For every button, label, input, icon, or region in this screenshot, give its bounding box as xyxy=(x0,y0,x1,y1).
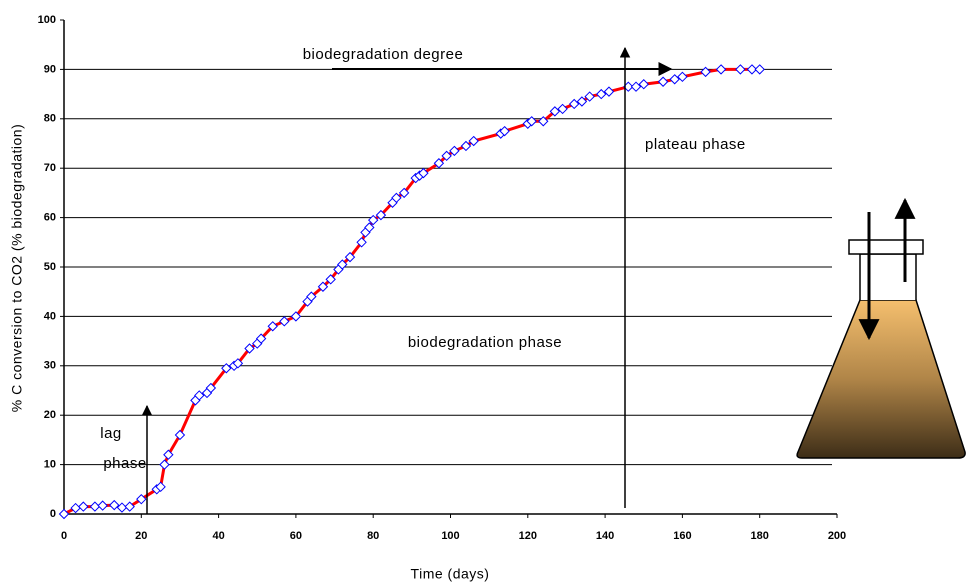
data-marker xyxy=(155,481,166,493)
data-marker xyxy=(221,363,232,374)
x-tick-label: 120 xyxy=(519,530,537,542)
data-marker xyxy=(418,167,429,179)
y-tick-label: 60 xyxy=(44,212,56,224)
data-marker xyxy=(499,125,510,137)
data-marker xyxy=(290,311,302,322)
x-tick-label: 140 xyxy=(596,530,614,542)
data-marker xyxy=(367,214,379,226)
data-marker xyxy=(746,64,758,75)
data-marker xyxy=(576,96,588,107)
data-marker xyxy=(174,429,186,441)
data-marker xyxy=(306,291,317,302)
data-marker xyxy=(468,135,479,147)
data-marker xyxy=(630,81,642,92)
y-tick-label: 100 xyxy=(38,14,56,26)
annotation: plateau phase xyxy=(645,136,746,153)
y-tick-label: 40 xyxy=(44,310,56,322)
x-axis-label: Time (days) xyxy=(411,566,490,582)
data-marker xyxy=(205,382,217,394)
data-marker xyxy=(526,116,537,127)
annotation: phase xyxy=(103,455,146,472)
x-tick-label: 80 xyxy=(367,530,379,542)
y-tick-label: 70 xyxy=(44,162,56,174)
y-tick-label: 90 xyxy=(44,63,56,75)
y-tick-label: 10 xyxy=(44,459,56,471)
x-tick-label: 200 xyxy=(828,530,846,542)
data-marker xyxy=(58,508,70,520)
y-tick-label: 20 xyxy=(44,409,56,421)
x-tick-label: 40 xyxy=(212,530,224,542)
data-marker xyxy=(124,501,135,512)
data-marker xyxy=(317,281,329,292)
data-marker xyxy=(398,187,410,199)
data-marker xyxy=(391,192,402,204)
data-marker xyxy=(159,459,170,470)
flask-illustration xyxy=(796,197,966,459)
x-tick-label: 180 xyxy=(751,530,769,542)
y-axis-label: % C conversion to CO2 (% biodegradation) xyxy=(9,124,25,412)
data-marker xyxy=(136,493,147,505)
x-tick-label: 0 xyxy=(61,530,67,542)
data-marker xyxy=(449,145,460,157)
x-tick-label: 160 xyxy=(673,530,691,542)
data-marker xyxy=(584,91,595,102)
data-marker xyxy=(244,343,255,354)
y-tick-label: 50 xyxy=(44,261,56,273)
y-tick-label: 80 xyxy=(44,113,56,125)
data-marker xyxy=(677,71,688,83)
data-marker xyxy=(596,88,607,100)
data-marker xyxy=(549,106,561,117)
annotation: lag xyxy=(100,425,122,442)
data-marker xyxy=(194,390,205,401)
data-marker xyxy=(715,64,727,75)
x-tick-label: 60 xyxy=(290,530,302,542)
data-marker xyxy=(700,66,711,78)
x-tick-label: 100 xyxy=(441,530,459,542)
data-marker xyxy=(433,158,445,169)
data-marker xyxy=(97,500,108,511)
data-marker xyxy=(356,237,367,248)
annotation: biodegradation degree xyxy=(303,46,464,63)
data-marker xyxy=(568,98,580,110)
annotation: biodegradation phase xyxy=(408,334,562,351)
data-marker xyxy=(638,79,649,90)
data-marker xyxy=(116,502,128,513)
data-marker xyxy=(78,501,89,512)
data-marker xyxy=(669,74,680,85)
y-tick-label: 0 xyxy=(50,508,56,520)
x-tick-label: 20 xyxy=(135,530,147,542)
data-marker xyxy=(460,140,472,152)
plot-area: 0 10 20 30 40 50 60 70 80 90 100 0 20 40 60 80 100 120 140… xyxy=(38,14,847,542)
data-marker xyxy=(364,222,375,233)
data-marker xyxy=(232,358,244,369)
data-marker xyxy=(344,251,356,263)
data-marker xyxy=(735,64,746,75)
data-marker xyxy=(279,316,290,327)
data-marker xyxy=(255,333,267,344)
y-tick-label: 30 xyxy=(44,360,56,372)
data-marker xyxy=(89,501,101,512)
data-marker xyxy=(325,274,336,285)
data-marker xyxy=(441,150,452,162)
data-marker xyxy=(538,116,549,127)
data-marker xyxy=(163,449,174,460)
data-marker xyxy=(337,259,348,270)
data-marker xyxy=(267,321,278,332)
data-marker xyxy=(557,103,568,115)
data-marker xyxy=(657,76,669,87)
data-marker xyxy=(109,499,120,511)
data-marker xyxy=(375,209,387,221)
data-marker xyxy=(754,64,765,75)
data-marker xyxy=(603,86,615,97)
